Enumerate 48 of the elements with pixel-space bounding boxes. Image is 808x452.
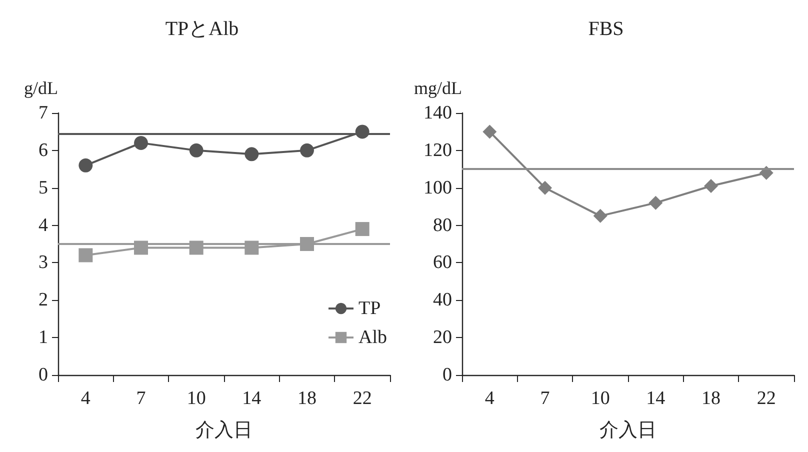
- y-tick-label: 5: [38, 177, 48, 198]
- y-tick-label: 6: [38, 140, 48, 161]
- legend-label: TP: [358, 298, 381, 319]
- x-axis-title: 介入日: [600, 420, 656, 441]
- point: [78, 158, 93, 172]
- x-tick-label: 18: [298, 388, 316, 409]
- y-tick-label: 40: [433, 290, 452, 311]
- y-axis-title: g/dL: [24, 78, 58, 98]
- x-tick-label: 4: [80, 388, 91, 409]
- x-tick-label: 10: [590, 388, 610, 409]
- x-tick-label: 14: [242, 388, 262, 409]
- point: [300, 143, 314, 158]
- point: [134, 136, 148, 150]
- x-tick-label: 4: [484, 388, 495, 409]
- point: [704, 178, 718, 193]
- x-tick-label: 10: [186, 388, 206, 409]
- x-tick-label: 18: [702, 388, 720, 409]
- point: [538, 180, 552, 195]
- legend-label: Alb: [358, 327, 387, 348]
- y-tick-label: 4: [38, 214, 48, 236]
- y-tick-label: 100: [424, 177, 452, 198]
- point: [648, 196, 663, 210]
- y-tick-label: 0: [442, 364, 452, 386]
- x-tick-label: 14: [646, 388, 666, 409]
- y-axis-title: mg/dL: [414, 78, 462, 98]
- y-tick-label: 2: [38, 290, 48, 311]
- x-tick-label: 7: [136, 388, 146, 409]
- y-tick-label: 3: [38, 252, 48, 274]
- chart-title: TPとAlb: [165, 18, 239, 40]
- y-tick-label: 1: [38, 327, 48, 348]
- point: [593, 208, 608, 223]
- y-tick-label: 0: [38, 364, 48, 386]
- x-tick-label: 22: [756, 388, 776, 409]
- point: [78, 248, 93, 262]
- y-tick-label: 120: [424, 140, 452, 161]
- x-tick-label: 7: [540, 388, 550, 409]
- x-tick-label: 22: [352, 388, 372, 409]
- point: [189, 143, 204, 158]
- y-tick-label: 7: [38, 102, 48, 124]
- point: [244, 147, 259, 162]
- chart-title: FBS: [588, 18, 624, 40]
- point: [355, 222, 370, 236]
- y-tick-label: 80: [433, 214, 452, 236]
- y-tick-label: 20: [433, 327, 452, 348]
- x-axis-title: 介入日: [196, 420, 252, 441]
- y-tick-label: 60: [433, 252, 452, 274]
- point: [482, 124, 497, 139]
- y-tick-label: 140: [424, 102, 452, 124]
